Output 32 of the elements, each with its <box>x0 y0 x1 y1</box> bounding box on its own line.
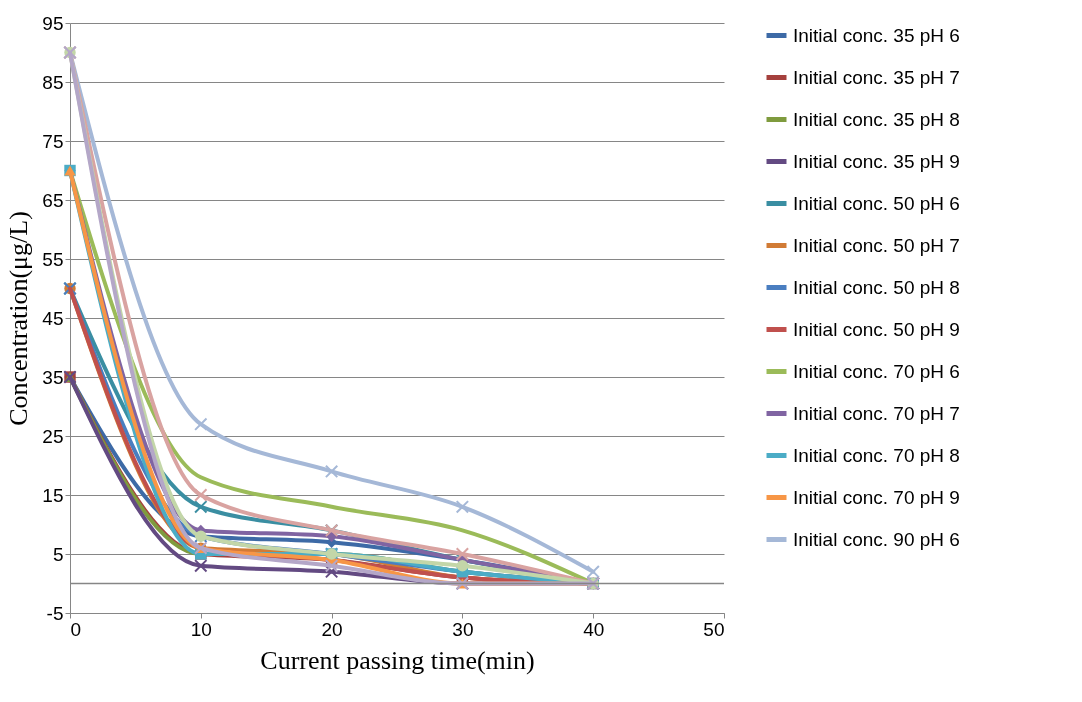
y-tick-label: 75 <box>42 130 64 152</box>
y-tick-label: 55 <box>42 248 64 270</box>
legend-label: Initial conc. 35 pH 7 <box>793 66 960 88</box>
legend-label: Initial conc. 50 pH 6 <box>793 192 960 214</box>
y-tick-label: 85 <box>42 71 64 93</box>
legend-label: Initial conc. 90 pH 6 <box>793 528 960 550</box>
legend-label: Initial conc. 35 pH 6 <box>793 24 960 46</box>
legend-label: Initial conc. 50 pH 8 <box>793 276 960 298</box>
legend-label: Initial conc. 70 pH 7 <box>793 402 960 424</box>
legend-label: Initial conc. 70 pH 9 <box>793 486 960 508</box>
y-tick-label: 5 <box>52 543 64 565</box>
x-tick-label: 50 <box>703 618 725 640</box>
y-tick-label: 15 <box>42 484 64 506</box>
x-axis-title: Current passing time(min) <box>260 645 535 675</box>
legend-label: Initial conc. 35 pH 9 <box>793 150 960 172</box>
legend-label: Initial conc. 50 pH 9 <box>793 318 960 340</box>
x-tick-label: 40 <box>583 618 605 640</box>
y-tick-label: 95 <box>42 12 64 34</box>
legend-label: Initial conc. 70 pH 8 <box>793 444 960 466</box>
x-tick-label: 0 <box>70 618 82 640</box>
legend-label: Initial conc. 50 pH 7 <box>793 234 960 256</box>
y-tick-label: 35 <box>42 366 64 388</box>
y-tick-label: 65 <box>42 189 64 211</box>
legend-label: Initial conc. 35 pH 8 <box>793 108 960 130</box>
x-tick-label: 20 <box>321 618 343 640</box>
y-tick-label: 45 <box>42 307 64 329</box>
y-tick-label: -5 <box>46 602 64 624</box>
y-axis-title: Concentration(μg/L) <box>4 211 34 426</box>
y-tick-label: 25 <box>42 425 64 447</box>
x-tick-label: 10 <box>190 618 212 640</box>
x-tick-label: 30 <box>452 618 474 640</box>
legend-label: Initial conc. 70 pH 6 <box>793 360 960 382</box>
